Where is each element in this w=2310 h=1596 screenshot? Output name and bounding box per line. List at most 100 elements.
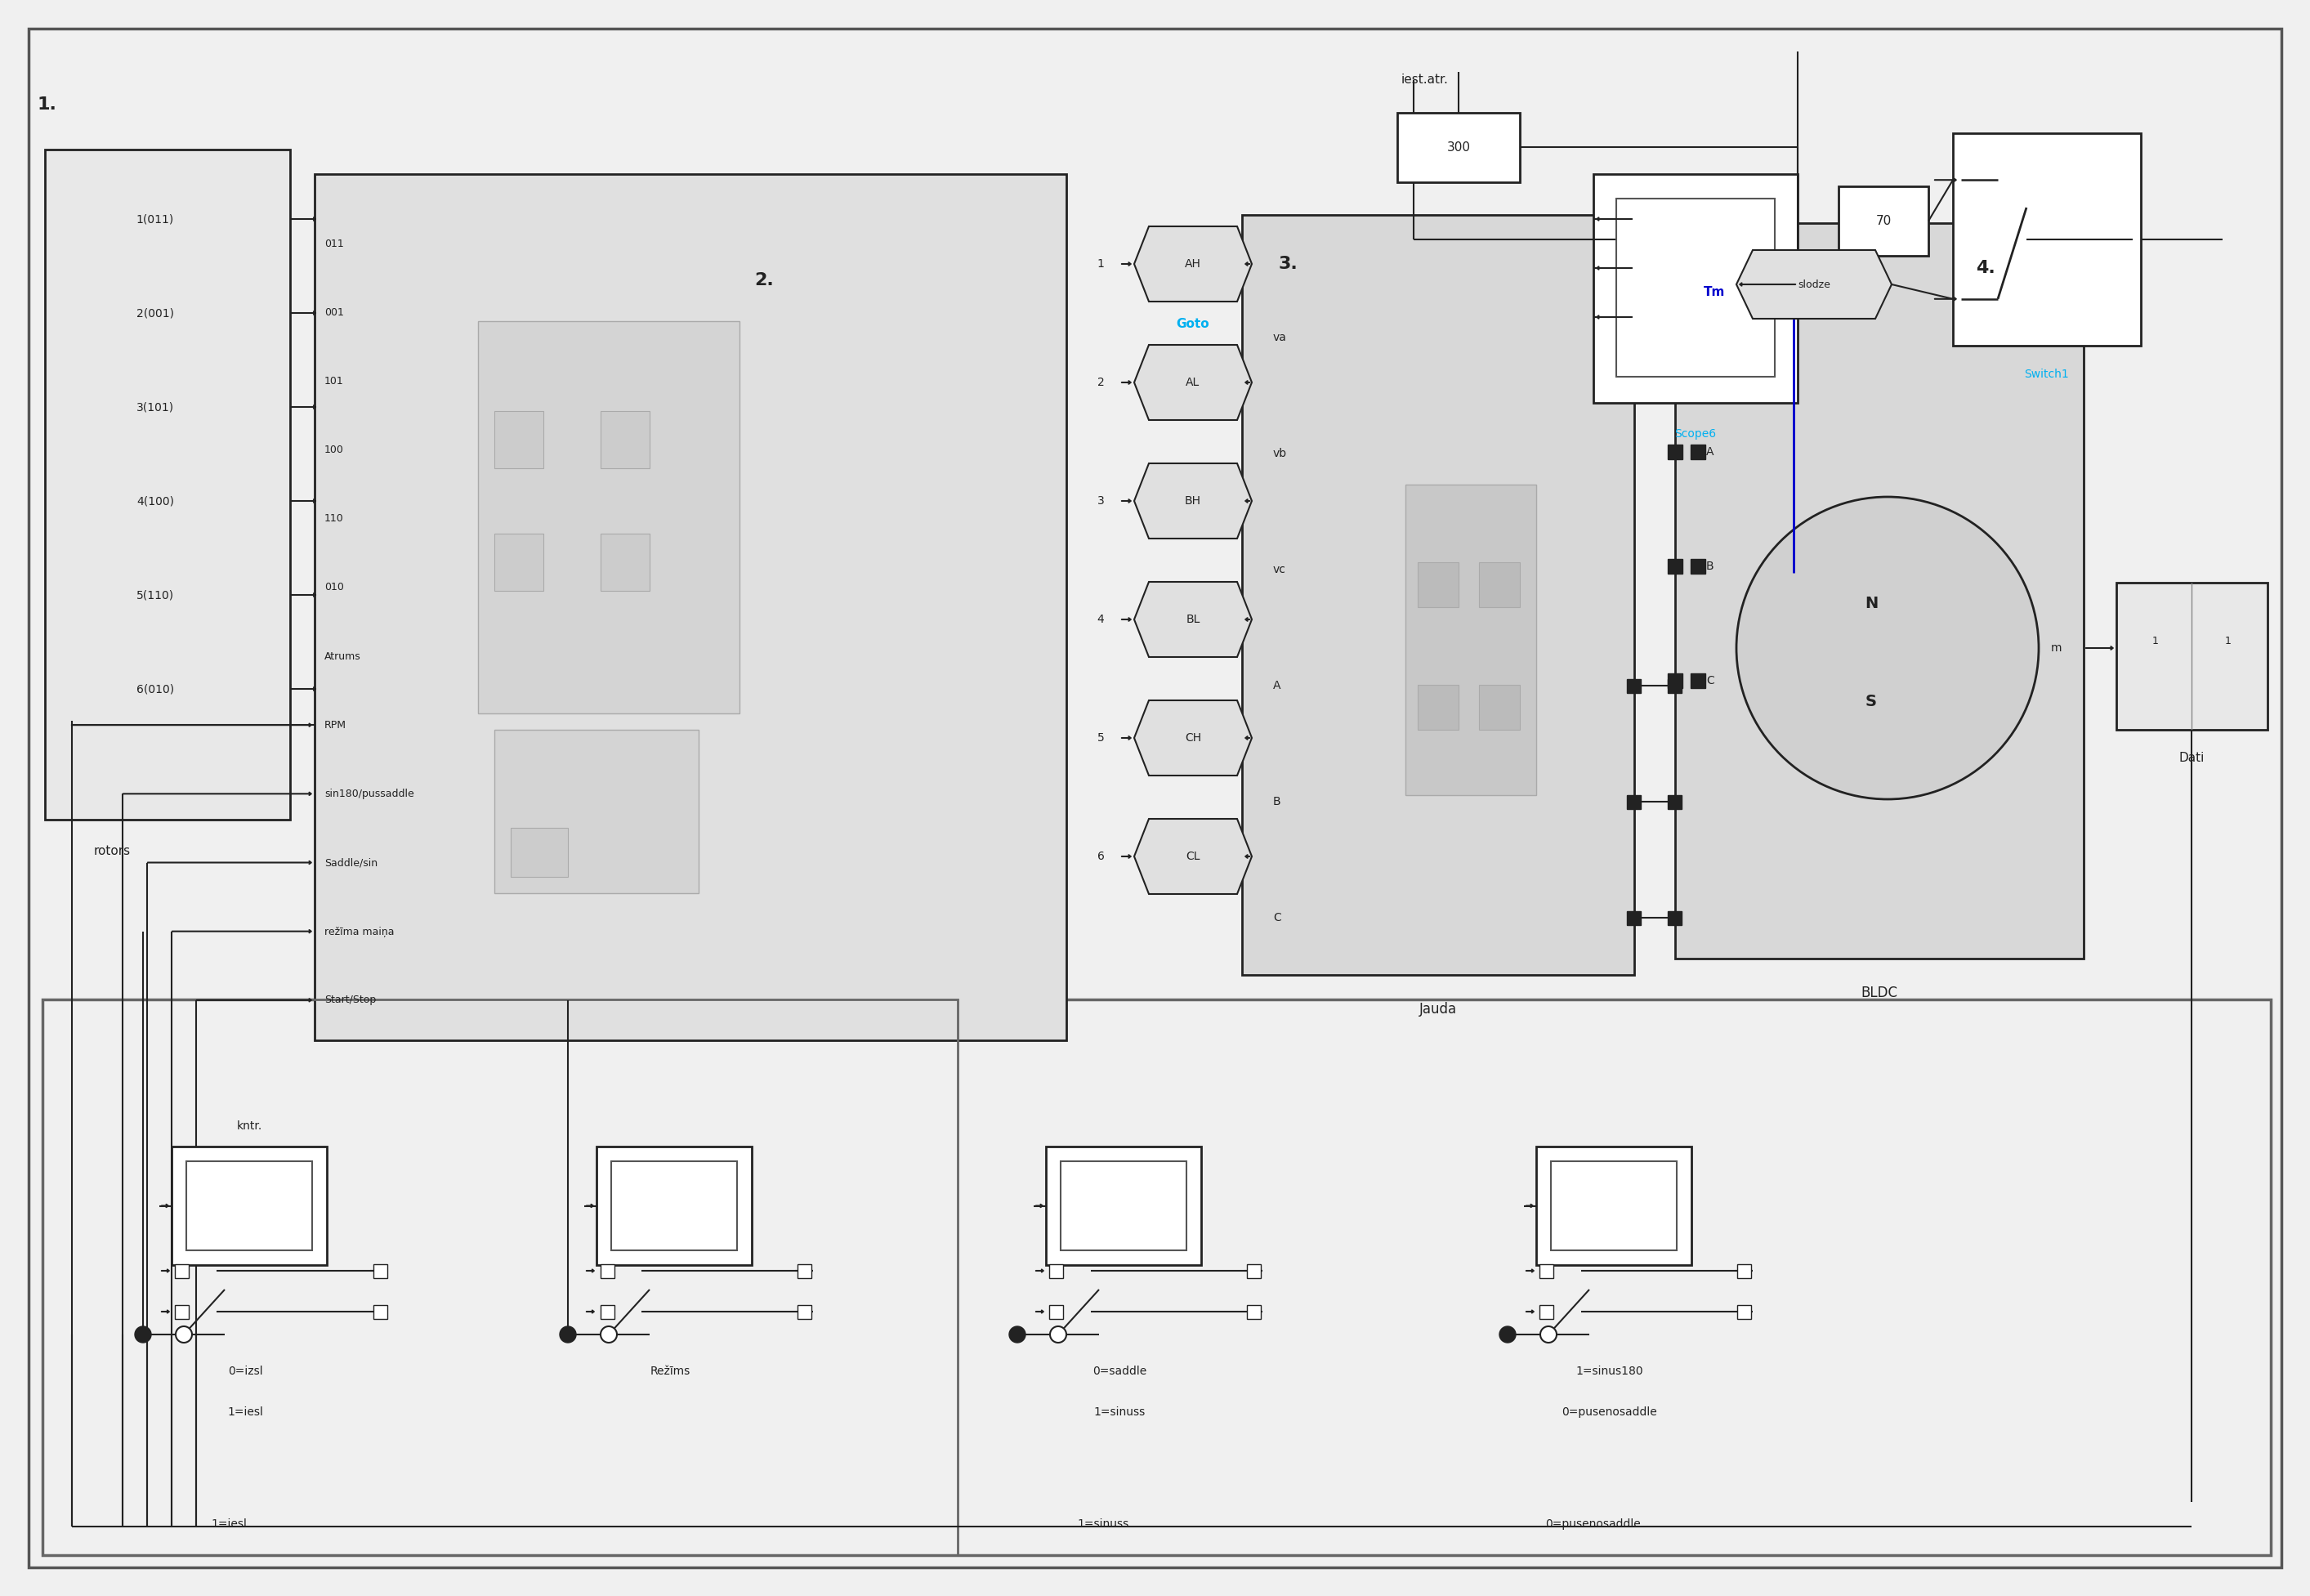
Bar — [372, 1304, 386, 1318]
Bar — [1839, 187, 1929, 255]
Bar — [1675, 223, 2084, 959]
Bar — [1049, 1304, 1063, 1318]
Text: kntr.: kntr. — [236, 1120, 261, 1132]
Text: 70: 70 — [1876, 215, 1892, 227]
Text: 010: 010 — [323, 583, 344, 592]
Bar — [494, 729, 698, 894]
Circle shape — [1051, 1326, 1067, 1342]
Polygon shape — [1134, 345, 1252, 420]
Text: 0=izsl: 0=izsl — [229, 1366, 263, 1377]
Polygon shape — [1134, 701, 1252, 776]
Bar — [1668, 559, 1682, 573]
Text: 1=iesl: 1=iesl — [226, 1406, 263, 1417]
Text: 100: 100 — [323, 445, 344, 455]
Text: 011: 011 — [323, 238, 344, 249]
Text: va: va — [1273, 332, 1287, 343]
Text: 5: 5 — [1097, 733, 1104, 744]
Text: A: A — [1273, 680, 1280, 691]
Ellipse shape — [1737, 496, 2040, 800]
Text: BLDC: BLDC — [1862, 986, 1899, 1001]
Bar — [1617, 198, 1774, 377]
Text: N: N — [1864, 595, 1878, 611]
Text: 110: 110 — [323, 514, 344, 523]
Text: Tm: Tm — [1705, 286, 1726, 298]
Bar — [1691, 674, 1705, 688]
Text: 1: 1 — [2225, 637, 2231, 646]
Bar — [1243, 215, 1633, 975]
Bar — [171, 1146, 326, 1266]
Bar — [42, 999, 959, 1555]
Circle shape — [601, 1326, 617, 1342]
Text: 1=sinuss: 1=sinuss — [1076, 1518, 1130, 1531]
Text: Scope6: Scope6 — [1675, 428, 1716, 439]
Circle shape — [559, 1326, 575, 1342]
Text: sin180/pussaddle: sin180/pussaddle — [323, 788, 413, 800]
Bar — [1668, 445, 1682, 460]
Text: B: B — [1707, 560, 1714, 571]
Bar — [1478, 562, 1520, 606]
Text: 0=pusenosaddle: 0=pusenosaddle — [1562, 1406, 1659, 1417]
Bar — [478, 321, 739, 713]
Text: iest.atr.: iest.atr. — [1402, 73, 1448, 86]
Bar — [1478, 685, 1520, 729]
Bar — [601, 1304, 614, 1318]
Text: vb: vb — [1273, 448, 1287, 460]
Text: 6(010): 6(010) — [136, 683, 173, 694]
Text: Atrums: Atrums — [323, 651, 360, 661]
Bar — [176, 1304, 189, 1318]
Text: RPM: RPM — [323, 720, 346, 731]
Polygon shape — [1737, 251, 1892, 319]
Text: 6: 6 — [1097, 851, 1104, 862]
Text: Saddle/sin: Saddle/sin — [323, 857, 377, 868]
Polygon shape — [1134, 463, 1252, 538]
Polygon shape — [1134, 227, 1252, 302]
Polygon shape — [1134, 583, 1252, 658]
Bar — [601, 412, 649, 468]
Bar — [1536, 1146, 1691, 1266]
Text: AH: AH — [1185, 259, 1201, 270]
Bar — [1626, 795, 1640, 809]
Text: 3.: 3. — [1280, 255, 1298, 273]
Bar — [797, 1304, 811, 1318]
Text: BH: BH — [1185, 495, 1201, 506]
Bar — [1668, 674, 1682, 688]
Bar — [797, 1264, 811, 1278]
Bar — [494, 533, 543, 591]
Text: 2(001): 2(001) — [136, 308, 173, 319]
Circle shape — [1009, 1326, 1026, 1342]
Bar — [1626, 678, 1640, 693]
Bar — [1668, 911, 1682, 924]
Bar — [1418, 562, 1458, 606]
Text: vc: vc — [1273, 563, 1287, 575]
Bar — [1737, 1304, 1751, 1318]
Text: AL: AL — [1185, 377, 1199, 388]
Bar — [1046, 1146, 1201, 1266]
Bar — [1404, 485, 1536, 795]
Text: 1.: 1. — [37, 96, 55, 113]
Bar — [1691, 445, 1705, 460]
Bar — [596, 1146, 751, 1266]
Bar — [1668, 795, 1682, 809]
Text: 1: 1 — [2153, 637, 2160, 646]
Text: 1=sinuss: 1=sinuss — [1093, 1406, 1146, 1417]
Text: 4.: 4. — [1975, 260, 1996, 276]
Circle shape — [134, 1326, 150, 1342]
Text: BL: BL — [1185, 614, 1201, 626]
Bar — [1737, 1264, 1751, 1278]
Text: Režīms: Režīms — [649, 1366, 691, 1377]
Text: 2: 2 — [1097, 377, 1104, 388]
Text: 3(101): 3(101) — [136, 401, 173, 413]
Text: 1(011): 1(011) — [136, 214, 173, 225]
Bar — [1418, 685, 1458, 729]
Bar — [44, 150, 291, 820]
Circle shape — [1541, 1326, 1557, 1342]
Text: CH: CH — [1185, 733, 1201, 744]
Text: B: B — [1273, 796, 1282, 808]
Text: 001: 001 — [323, 306, 344, 318]
Bar — [1691, 559, 1705, 573]
Text: A: A — [1707, 447, 1714, 458]
Text: 4(100): 4(100) — [136, 495, 173, 506]
Text: 300: 300 — [1446, 142, 1471, 153]
Text: 0=saddle: 0=saddle — [1093, 1366, 1146, 1377]
Bar — [612, 1162, 737, 1250]
